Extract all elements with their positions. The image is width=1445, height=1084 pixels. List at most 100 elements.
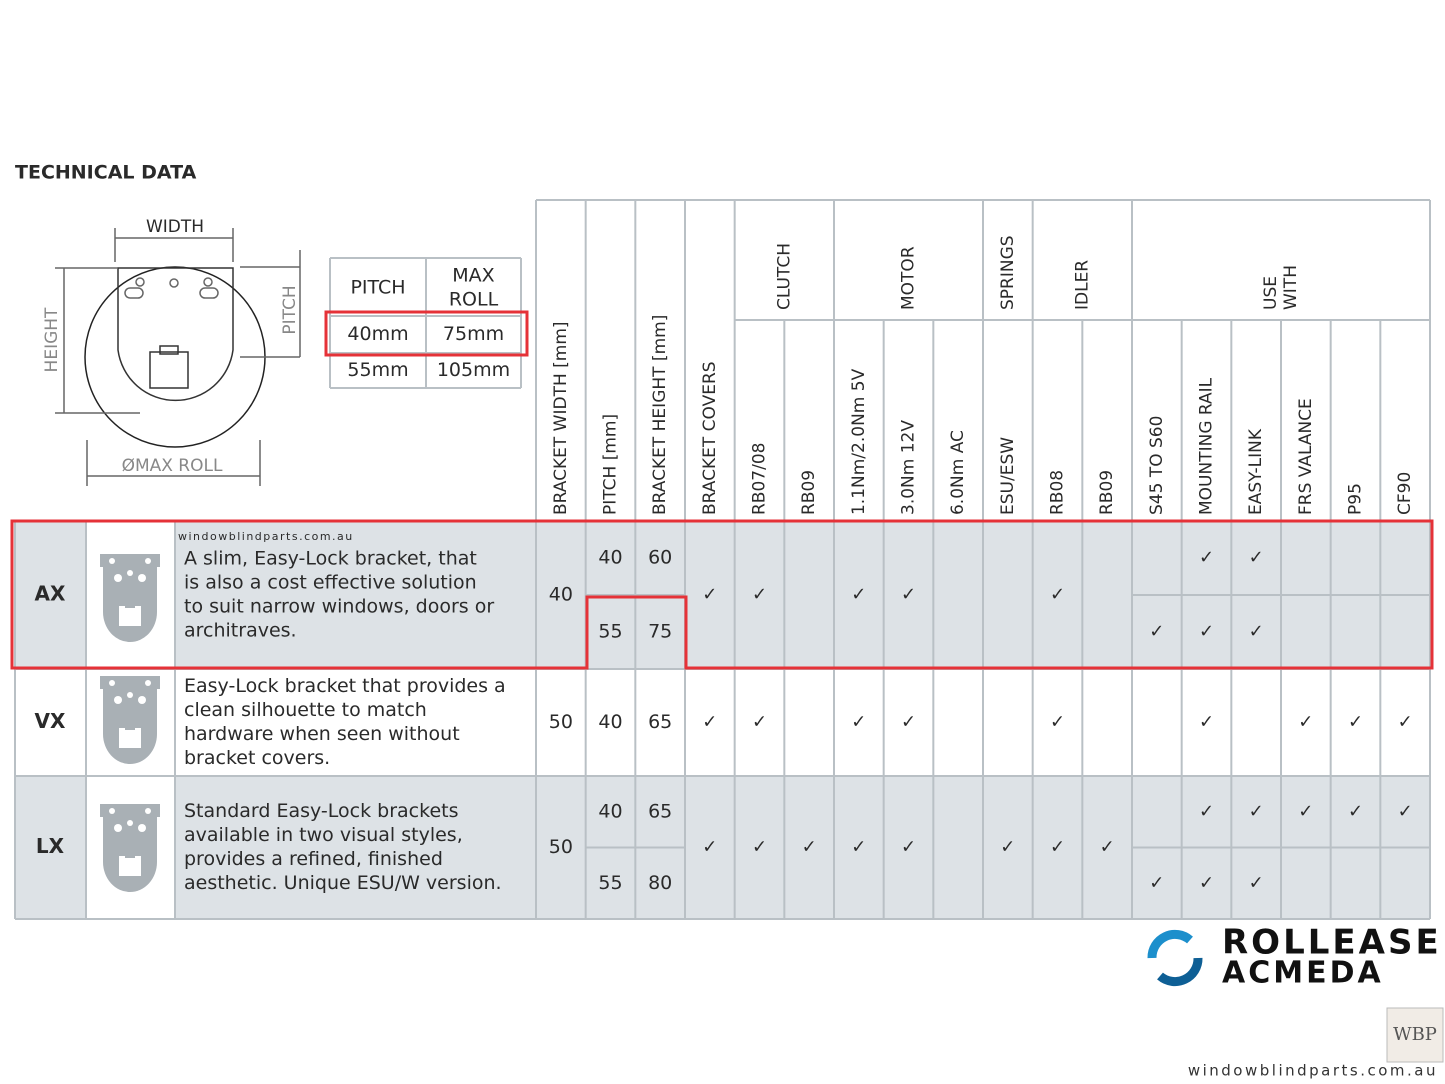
cell: 55 (598, 872, 622, 894)
check: ✓ (1199, 621, 1214, 642)
badge-box (1386, 1007, 1444, 1063)
check: ✓ (1249, 801, 1264, 822)
pitch-table-cell: 105mm (437, 359, 510, 381)
pitch-table-header: MAX (452, 265, 494, 287)
check: ✓ (1249, 621, 1264, 642)
column-header: 1.1Nm/2.0Nm 5V (849, 368, 869, 515)
check: ✓ (851, 712, 866, 733)
row-description: aesthetic. Unique ESU/W version. (184, 872, 502, 894)
check: ✓ (1050, 837, 1065, 858)
cell: 40 (549, 584, 573, 606)
check: ✓ (1149, 621, 1164, 642)
row-description: available in two visual styles, (184, 824, 463, 846)
check: ✓ (1348, 801, 1363, 822)
cell: 60 (648, 547, 672, 569)
cell: 40 (598, 711, 622, 733)
column-header: FRS VALANCE (1296, 398, 1316, 515)
pitch-label: PITCH (280, 285, 300, 334)
bracket-icon (100, 554, 160, 642)
column-header: EASY-LINK (1246, 428, 1266, 515)
group-header: USE (1261, 276, 1281, 310)
row-name: LX (36, 834, 65, 858)
badge: WBP (1393, 1024, 1437, 1045)
check: ✓ (802, 837, 817, 858)
column-header: RB09 (1097, 470, 1117, 515)
check: ✓ (752, 584, 767, 605)
row-description: hardware when seen without (184, 723, 460, 745)
column-header: BRACKET HEIGHT [mm] (650, 315, 670, 515)
column-header: S45 TO S60 (1147, 416, 1167, 515)
check: ✓ (1298, 712, 1313, 733)
check: ✓ (1348, 712, 1363, 733)
column-header: 3.0Nm 12V (899, 420, 919, 515)
footer: windowblindparts.com.au (1188, 1062, 1438, 1080)
row-description: architraves. (184, 620, 297, 642)
check: ✓ (1000, 837, 1015, 858)
cell: 40 (598, 800, 622, 822)
cell: 65 (648, 711, 672, 733)
column-header: CF90 (1395, 472, 1415, 515)
group-header: IDLER (1072, 260, 1092, 310)
width-label: WIDTH (146, 217, 204, 237)
pitch-table-cell: 55mm (347, 359, 408, 381)
check: ✓ (752, 712, 767, 733)
row-description: to suit narrow windows, doors or (184, 596, 494, 618)
highlight (10, 519, 1434, 670)
row-description: provides a refined, finished (184, 848, 443, 870)
check: ✓ (901, 837, 916, 858)
logo-text: ROLLEASE (1222, 923, 1442, 963)
check: ✓ (1249, 872, 1264, 893)
check: ✓ (1199, 872, 1214, 893)
check: ✓ (702, 712, 717, 733)
highlight (324, 310, 529, 357)
row-description: Easy-Lock bracket that provides a (184, 675, 506, 697)
column-header: BRACKET COVERS (700, 361, 720, 515)
check: ✓ (1398, 712, 1413, 733)
check: ✓ (1199, 801, 1214, 822)
check: ✓ (901, 584, 916, 605)
logo-text: ACMEDA (1222, 956, 1384, 991)
check: ✓ (851, 584, 866, 605)
check: ✓ (1298, 801, 1313, 822)
row-name: VX (35, 709, 66, 733)
check: ✓ (1100, 837, 1115, 858)
check: ✓ (702, 837, 717, 858)
check: ✓ (752, 837, 767, 858)
pitch-table-header: ROLL (449, 289, 499, 311)
cell: 40 (598, 547, 622, 569)
group-header: SPRINGS (998, 235, 1018, 310)
group-header: CLUTCH (774, 243, 794, 310)
cell: 75 (648, 621, 672, 643)
check: ✓ (1050, 584, 1065, 605)
diagram (55, 228, 301, 486)
check: ✓ (1199, 547, 1214, 568)
height-label: HEIGHT (42, 307, 62, 372)
column-header: PITCH [mm] (601, 414, 621, 515)
column-header: 6.0Nm AC (948, 430, 968, 515)
column-header: ESU/ESW (998, 437, 1018, 515)
row-name: AX (35, 582, 66, 606)
cell: 55 (598, 621, 622, 643)
logo-icon (1147, 929, 1203, 987)
check: ✓ (1050, 712, 1065, 733)
cell: 50 (549, 711, 573, 733)
title: TECHNICAL DATA (15, 162, 197, 184)
check: ✓ (901, 712, 916, 733)
check: ✓ (1249, 547, 1264, 568)
column-header: RB07/08 (750, 443, 770, 515)
pitch-table-header: PITCH (350, 277, 405, 299)
check: ✓ (1199, 712, 1214, 733)
group-header: MOTOR (899, 246, 919, 310)
check: ✓ (1149, 872, 1164, 893)
cell: 65 (648, 800, 672, 822)
bracket-icon (100, 804, 160, 892)
column-header: P95 (1346, 483, 1366, 515)
row-description: bracket covers. (184, 747, 330, 769)
cell: 50 (549, 836, 573, 858)
column-header: BRACKET WIDTH [mm] (551, 321, 571, 515)
row-description: Standard Easy-Lock brackets (184, 800, 458, 822)
column-header: MOUNTING RAIL (1197, 377, 1217, 515)
max-roll-label: ØMAX ROLL (122, 456, 223, 476)
pitch-table-cell: 75mm (443, 323, 504, 345)
